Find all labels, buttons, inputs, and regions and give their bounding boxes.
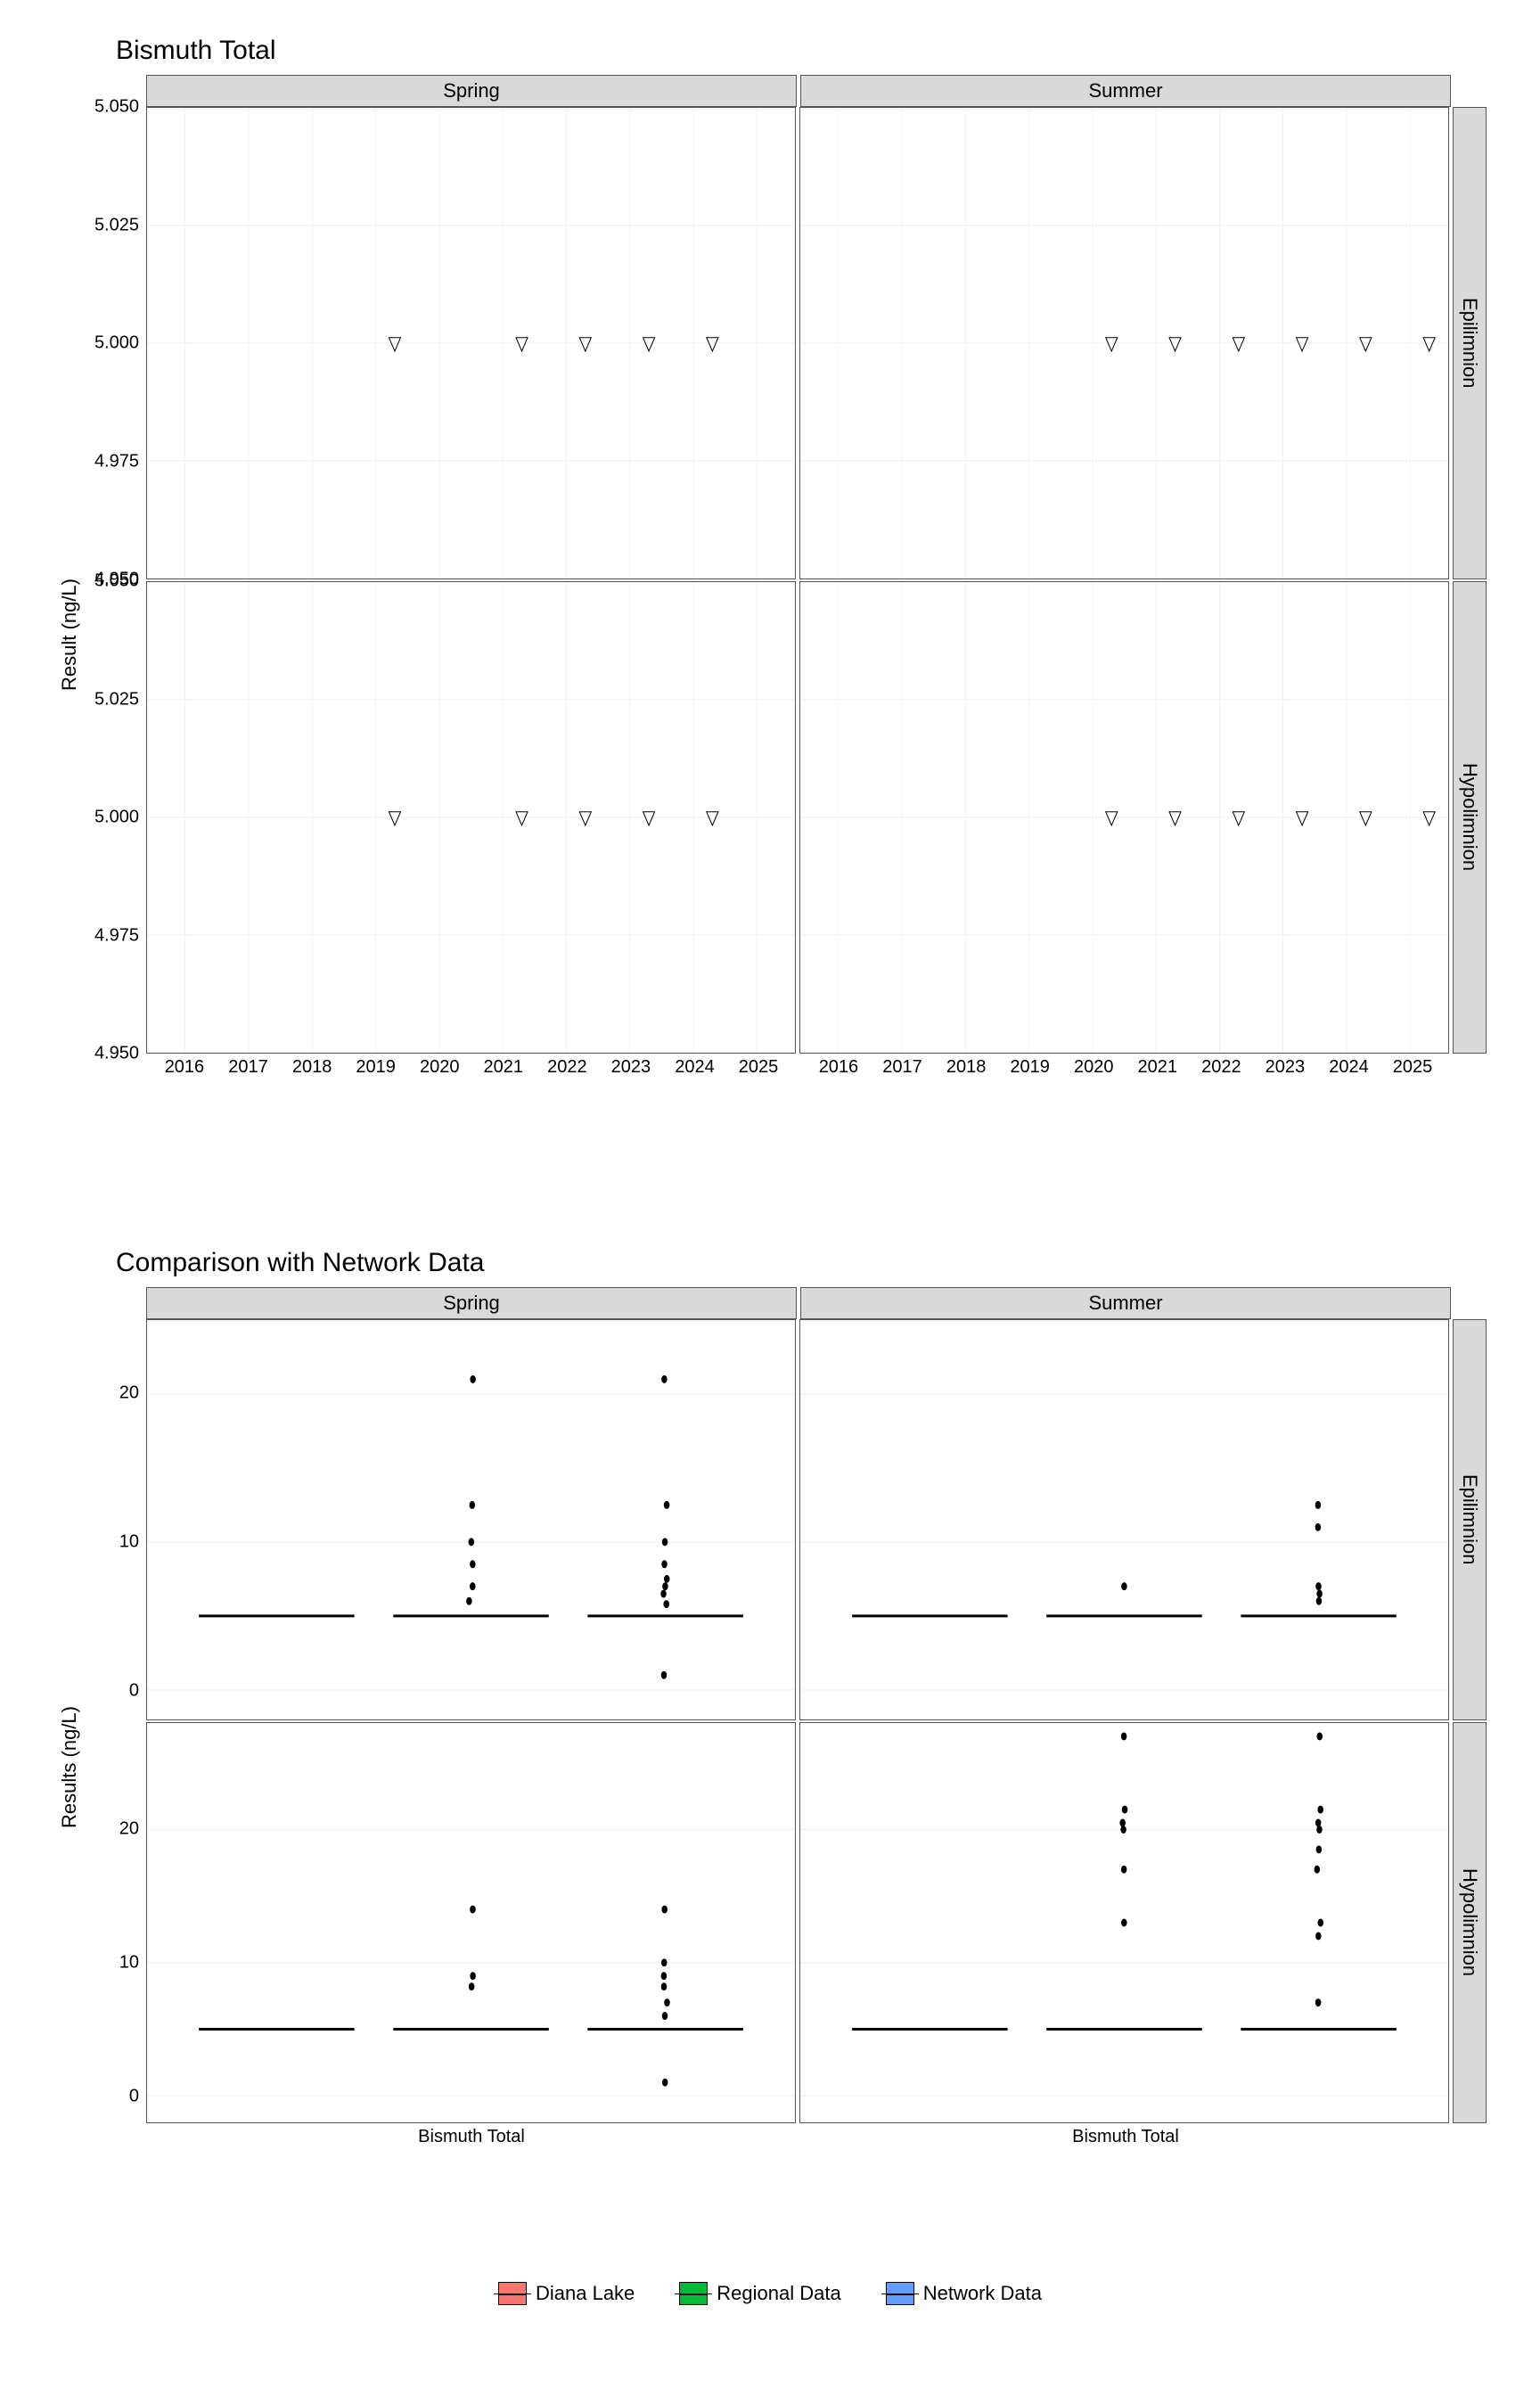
column-facet-strip: Spring: [146, 75, 797, 107]
facet-panel: [799, 107, 1449, 579]
y-axis-ticks-1: 4.9504.9755.0005.0255.0504.9504.9755.000…: [86, 75, 144, 1194]
row-facet-strip: Hypolimnion: [1453, 1722, 1487, 2123]
row-facet-strip: Epilimnion: [1453, 107, 1487, 579]
row-facet-strip: Epilimnion: [1453, 1319, 1487, 1720]
facet-panel: [799, 581, 1449, 1054]
facet-panel: [799, 1722, 1449, 2123]
y-axis-label-1: Result (ng/L): [58, 578, 81, 691]
column-facet-strip: Summer: [800, 75, 1451, 107]
legend-swatch: [498, 2282, 527, 2305]
legend-label: Network Data: [923, 2282, 1042, 2305]
legend-swatch: [679, 2282, 708, 2305]
chart-title-1: Bismuth Total: [116, 36, 1487, 66]
legend-swatch: [886, 2282, 914, 2305]
row-facet-strip: Hypolimnion: [1453, 581, 1487, 1054]
facet-panel: [146, 1722, 796, 2123]
chart-bismuth-total: Bismuth Total Result (ng/L) 4.9504.9755.…: [53, 36, 1487, 1194]
legend-item: Diana Lake: [498, 2282, 635, 2305]
column-facet-strip: Summer: [800, 1287, 1451, 1319]
facet-panel: [146, 107, 796, 579]
facet-panel: [799, 1319, 1449, 1720]
legend: Diana Lake Regional Data Network Data: [53, 2282, 1487, 2305]
y-axis-ticks-2: 0102001020: [86, 1287, 144, 2246]
legend-item: Network Data: [886, 2282, 1042, 2305]
chart-network-comparison: Comparison with Network Data Results (ng…: [53, 1248, 1487, 2246]
column-facet-strip: Spring: [146, 1287, 797, 1319]
chart-title-2: Comparison with Network Data: [116, 1248, 1487, 1278]
legend-label: Regional Data: [717, 2282, 840, 2305]
legend-item: Regional Data: [679, 2282, 840, 2305]
facet-panel: [146, 1319, 796, 1720]
facet-panel: [146, 581, 796, 1054]
y-axis-label-2: Results (ng/L): [58, 1706, 81, 1828]
legend-label: Diana Lake: [536, 2282, 635, 2305]
